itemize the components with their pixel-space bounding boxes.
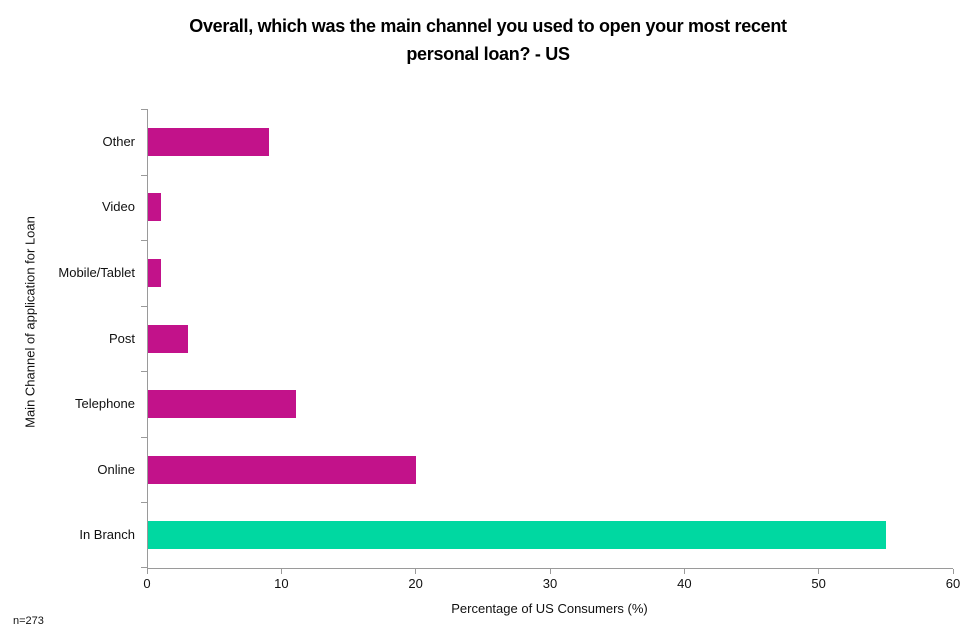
x-tick-mark: [146, 569, 148, 574]
x-axis-title: Percentage of US Consumers (%): [451, 601, 648, 616]
bar-in-branch: [148, 521, 886, 550]
bar-online: [148, 455, 417, 484]
bar-telephone: [148, 390, 296, 419]
bar-mobile-tablet: [148, 258, 162, 287]
category-label-video: Video: [101, 199, 135, 215]
chart-title-line-1: Overall, which was the main channel you …: [189, 16, 787, 36]
bar-post: [148, 324, 189, 353]
x-axis: 0 10 20 30 40 50 60: [143, 569, 960, 603]
x-tick-mark: [952, 569, 954, 574]
x-tick-mark: [683, 569, 685, 574]
y-axis-category-labels: Other Video Mobile/Tablet Post Telephone Onli…: [0, 109, 135, 568]
x-tick-mark: [280, 569, 282, 574]
x-tick-label: 10: [274, 576, 289, 591]
y-tick-mark: [141, 502, 147, 504]
y-tick-mark: [141, 371, 147, 373]
x-tick-label: 0: [143, 576, 151, 591]
x-tick-label: 60: [945, 576, 961, 591]
plot-area: [141, 109, 953, 569]
category-label-mobile-tablet: Mobile/Tablet: [58, 264, 135, 280]
y-tick-mark: [141, 174, 147, 176]
x-tick-mark: [818, 569, 820, 574]
bar-video: [148, 193, 162, 222]
category-label-online: Online: [97, 461, 135, 477]
category-label-telephone: Telephone: [75, 396, 135, 412]
y-tick-mark: [141, 109, 147, 110]
y-tick-mark: [141, 240, 147, 242]
category-label-post: Post: [108, 330, 135, 346]
x-tick-label: 30: [542, 576, 558, 591]
category-label-in-branch: In Branch: [79, 527, 135, 543]
category-label-other: Other: [102, 133, 135, 149]
x-tick-label: 50: [811, 576, 826, 591]
x-tick-mark: [549, 569, 551, 574]
y-tick-mark: [141, 436, 147, 438]
x-tick-label: 20: [408, 576, 423, 591]
y-tick-mark: [141, 567, 147, 568]
chart-title: Overall, which was the main channel you …: [0, 12, 976, 68]
x-tick-mark: [415, 569, 417, 574]
y-tick-mark: [141, 305, 147, 307]
chart-title-line-2: personal loan? - US: [406, 44, 570, 64]
sample-size-note: n=273: [13, 615, 44, 627]
x-tick-label: 40: [677, 576, 692, 591]
bar-other: [148, 127, 269, 156]
